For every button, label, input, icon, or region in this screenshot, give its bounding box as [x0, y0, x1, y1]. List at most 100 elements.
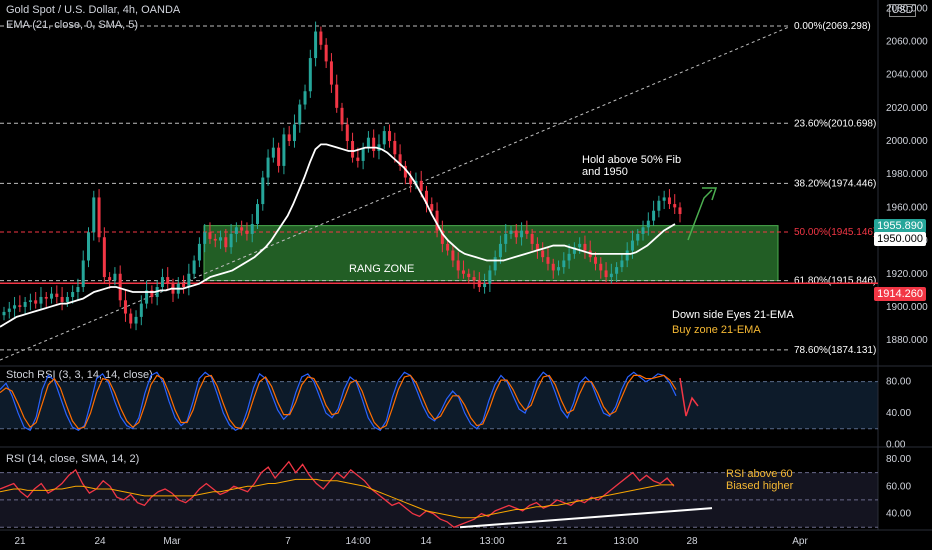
- candle-body: [388, 131, 392, 142]
- stoch-arrow: [679, 377, 699, 417]
- candle-body: [546, 257, 550, 264]
- candle-body: [166, 277, 170, 284]
- candle-body: [440, 230, 444, 244]
- price-tick-label: 2020.000: [886, 103, 928, 114]
- candle-body: [541, 250, 545, 258]
- time-tick-label: 7: [285, 536, 291, 547]
- candle-body: [81, 260, 85, 288]
- candle-body: [557, 267, 561, 271]
- currency-badge[interactable]: USD: [888, 4, 916, 17]
- hold-annotation-line2: and 1950: [582, 166, 628, 178]
- candle-body: [129, 313, 133, 324]
- candle-body: [630, 240, 634, 251]
- candle-body: [160, 277, 164, 288]
- candle-body: [567, 253, 571, 261]
- candle-body: [261, 177, 265, 205]
- candle-body: [409, 177, 413, 185]
- price-tick-label: 2040.000: [886, 70, 928, 81]
- candle-body: [477, 280, 481, 288]
- rsi-label[interactable]: RSI (14, close, SMA, 14, 2): [6, 453, 140, 465]
- fib-label: 61.80%(1915.846): [794, 276, 876, 287]
- candle-body: [652, 210, 656, 221]
- candle-body: [271, 147, 275, 158]
- candle-body: [28, 300, 32, 302]
- candle-body: [18, 305, 22, 307]
- candle-body: [382, 131, 386, 145]
- range-zone-label: RANG ZONE: [349, 263, 415, 275]
- rsi-annotation-line2: Biased higher: [726, 480, 794, 492]
- chart-title: Gold Spot / U.S. Dollar, 4h, OANDA: [6, 4, 181, 16]
- candle-body: [34, 300, 38, 304]
- candle-body: [594, 257, 597, 264]
- price-tick-label: 2080.000: [886, 3, 928, 14]
- candle-body: [65, 296, 69, 302]
- candle-body: [76, 287, 80, 292]
- stoch-rsi-label[interactable]: Stoch RSI (3, 3, 14, 14, close): [6, 369, 153, 381]
- candle-body: [7, 308, 11, 312]
- candle-body: [625, 250, 629, 261]
- price-tick-label: 1960.000: [886, 202, 928, 213]
- candle-body: [182, 283, 186, 288]
- candle-body: [303, 91, 307, 105]
- candle-body: [71, 292, 75, 297]
- candle-body: [277, 147, 281, 166]
- time-tick-label: 13:00: [479, 536, 504, 547]
- fib-label: 38.20%(1974.446): [794, 178, 876, 189]
- ema-indicator-label[interactable]: EMA (21, close, 0, SMA, 5): [6, 19, 139, 31]
- time-tick-label: 14:00: [345, 536, 370, 547]
- fib-label: 0.00%(2069.298): [794, 21, 871, 32]
- time-tick-label: 28: [686, 536, 698, 547]
- rsi-tick-label: 40.00: [886, 509, 911, 520]
- candle-body: [498, 243, 502, 258]
- candle-body: [256, 204, 259, 224]
- candle-body: [615, 267, 619, 274]
- candle-body: [657, 200, 661, 211]
- trend-line: [0, 26, 791, 361]
- candle-body: [219, 237, 223, 241]
- price-tick-label: 1880.000: [886, 335, 928, 346]
- rsi-tick-label: 60.00: [886, 481, 911, 492]
- candle-body: [430, 204, 434, 211]
- candle-body: [108, 277, 112, 281]
- candle-body: [483, 283, 487, 288]
- candle-body: [319, 31, 323, 45]
- candle-body: [282, 134, 286, 166]
- low-price-tag: 1914.260: [874, 287, 926, 301]
- candle-body: [55, 293, 59, 297]
- candle-body: [504, 233, 508, 244]
- candle-body: [578, 243, 582, 248]
- time-tick-label: 21: [14, 536, 26, 547]
- candle-body: [245, 230, 249, 234]
- candle-body: [456, 260, 460, 271]
- candle-body: [604, 270, 608, 278]
- stoch-band-fill: [0, 381, 878, 429]
- candle-body: [224, 237, 228, 248]
- candle-body: [425, 190, 428, 205]
- candle-body: [451, 250, 455, 261]
- candle-body: [335, 84, 339, 108]
- candle-body: [44, 296, 48, 299]
- candle-body: [372, 137, 376, 151]
- candle-body: [520, 230, 524, 238]
- candle-body: [118, 273, 122, 301]
- last-price-tag: 1955.890: [874, 219, 926, 233]
- candle-body: [641, 227, 645, 234]
- candle-body: [123, 300, 127, 314]
- price-tick-label: 1920.000: [886, 269, 928, 280]
- price-tick-label: 1980.000: [886, 169, 928, 180]
- candle-body: [583, 243, 587, 251]
- candle-body: [324, 44, 328, 62]
- candle-body: [97, 197, 101, 238]
- projection-arrow: [687, 189, 713, 241]
- candle-body: [2, 311, 6, 316]
- candle-body: [435, 210, 439, 231]
- candle-body: [208, 232, 212, 239]
- candle-body: [329, 61, 333, 85]
- arrow-head: [702, 187, 718, 201]
- hold-annotation-line1: Hold above 50% Fib: [582, 154, 682, 166]
- candle-body: [292, 124, 296, 142]
- candle-body: [134, 316, 138, 324]
- time-tick-label: 24: [94, 536, 106, 547]
- candle-body: [92, 197, 96, 233]
